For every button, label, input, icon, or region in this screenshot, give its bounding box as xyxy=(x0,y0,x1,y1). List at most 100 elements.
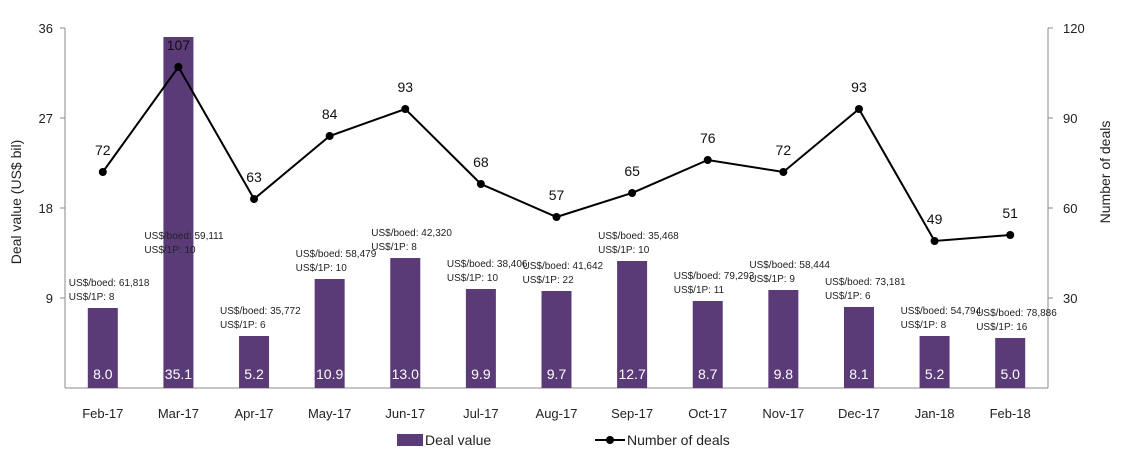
deal-value-label: 5.0 xyxy=(1000,366,1020,382)
annotation-usd-per-1p: US$/1P: 8 xyxy=(901,320,947,331)
deal-value-bar xyxy=(843,307,874,388)
right-tick-label: 30 xyxy=(1063,291,1077,306)
left-tick-label: 27 xyxy=(39,111,53,126)
deal-value-label: 5.2 xyxy=(925,366,945,382)
legend-label-deal-value: Deal value xyxy=(425,432,491,448)
number-of-deals-point xyxy=(854,105,863,113)
annotation-usd-per-1p: US$/1P: 9 xyxy=(749,274,795,285)
number-of-deals-point xyxy=(98,168,107,176)
deal-value-bars xyxy=(87,37,1026,388)
annotation-usd-per-1p: US$/1P: 10 xyxy=(144,245,196,256)
left-axis-title: Deal value (US$ bil) xyxy=(8,140,24,265)
legend-label-number-of-deals: Number of deals xyxy=(627,432,730,448)
x-tick-label: Jul-17 xyxy=(463,406,498,421)
number-of-deals-label: 84 xyxy=(322,106,338,122)
number-of-deals-line: 72 107 63 84 93 68 57 65 76 72 93 49 51 xyxy=(95,37,1018,245)
annotation-usd-per-1p: US$/1P: 10 xyxy=(598,245,650,256)
annotation-usd-per-boed: US$/boed: 42,320 xyxy=(371,228,452,239)
x-tick-label: Jan-18 xyxy=(915,406,955,421)
annotation-usd-per-boed: US$/boed: 79,293 xyxy=(674,271,755,282)
number-of-deals-point xyxy=(174,63,183,71)
annotation-usd-per-boed: US$/boed: 38,406 xyxy=(447,259,528,270)
deal-value-label: 8.7 xyxy=(698,366,718,382)
number-of-deals-label: 51 xyxy=(1002,205,1018,221)
number-of-deals-point xyxy=(250,195,259,203)
x-axis-ticks: Feb-17 Mar-17 Apr-17 May-17 Jun-17 Jul-17 Aug-… xyxy=(82,406,1031,421)
deal-value-label: 13.0 xyxy=(392,366,419,382)
number-of-deals-label: 93 xyxy=(851,79,867,95)
deal-value-bar xyxy=(995,338,1026,388)
number-of-deals-label: 72 xyxy=(95,142,111,158)
deal-value-label: 12.7 xyxy=(618,366,645,382)
number-of-deals-label: 49 xyxy=(927,211,943,227)
x-tick-label: Sep-17 xyxy=(611,406,653,421)
annotation-usd-per-boed: US$/boed: 35,468 xyxy=(598,231,679,242)
deal-value-bar xyxy=(87,308,118,388)
annotation-usd-per-1p: US$/1P: 10 xyxy=(296,263,348,274)
deal-value-bar xyxy=(692,301,723,388)
number-of-deals-label: 65 xyxy=(624,163,640,179)
x-tick-label: Feb-17 xyxy=(82,406,123,421)
annotation-usd-per-1p: US$/1P: 11 xyxy=(674,285,725,296)
number-of-deals-point xyxy=(401,105,410,113)
deal-value-label: 9.9 xyxy=(471,366,491,382)
x-tick-label: Oct-17 xyxy=(688,406,727,421)
annotation-usd-per-1p: US$/1P: 6 xyxy=(825,291,871,302)
legend-swatch-deal-value xyxy=(397,434,423,446)
number-of-deals-label: 68 xyxy=(473,154,489,170)
annotation-usd-per-boed: US$/boed: 41,642 xyxy=(523,261,604,272)
annotation-usd-per-1p: US$/1P: 8 xyxy=(371,242,417,253)
annotation-usd-per-boed: US$/boed: 54,794 xyxy=(901,306,982,317)
legend: Deal value Number of deals xyxy=(397,432,730,448)
deal-value-label: 9.7 xyxy=(547,366,567,382)
number-of-deals-label: 57 xyxy=(549,187,565,203)
left-tick-label: 36 xyxy=(39,21,53,36)
annotation-usd-per-boed: US$/boed: 58,444 xyxy=(749,260,830,271)
deal-value-label: 8.0 xyxy=(93,366,113,382)
number-of-deals-point xyxy=(628,189,637,197)
deal-value-label: 10.9 xyxy=(316,366,343,382)
annotation-usd-per-1p: US$/1P: 8 xyxy=(69,292,115,303)
number-of-deals-label: 93 xyxy=(397,79,413,95)
deal-value-bar xyxy=(163,37,194,388)
number-of-deals-label: 107 xyxy=(167,37,191,53)
deal-value-label: 8.1 xyxy=(849,366,869,382)
deal-value-bar xyxy=(768,290,799,388)
right-axis-title: Number of deals xyxy=(1097,121,1113,224)
deal-value-bar xyxy=(239,336,270,388)
number-of-deals-label: 72 xyxy=(776,142,792,158)
number-of-deals-point xyxy=(703,156,712,164)
deal-value-bar xyxy=(465,289,496,388)
annotation-usd-per-1p: US$/1P: 22 xyxy=(523,275,575,286)
number-of-deals-point xyxy=(552,213,561,221)
annotation-usd-per-boed: US$/boed: 73,181 xyxy=(825,277,906,288)
left-tick-label: 18 xyxy=(39,201,53,216)
price-annotations: US$/boed: 61,818 US$/1P: 8 US$/boed: 59,11… xyxy=(69,228,1057,333)
legend-marker-number-of-deals xyxy=(606,436,614,444)
x-tick-label: Nov-17 xyxy=(762,406,804,421)
annotation-usd-per-boed: US$/boed: 61,818 xyxy=(69,278,150,289)
x-tick-label: Aug-17 xyxy=(536,406,578,421)
annotation-usd-per-boed: US$/boed: 35,772 xyxy=(220,306,301,317)
x-tick-label: Apr-17 xyxy=(235,406,274,421)
number-of-deals-point xyxy=(930,237,939,245)
deal-value-bar xyxy=(919,336,950,388)
right-tick-label: 60 xyxy=(1063,201,1077,216)
number-of-deals-point xyxy=(779,168,788,176)
deal-value-label: 9.8 xyxy=(774,366,794,382)
number-of-deals-point xyxy=(476,180,485,188)
number-of-deals-point xyxy=(325,132,334,140)
deal-value-labels: 8.0 35.1 5.2 10.9 13.0 9.9 9.7 12.7 8.7 9.8 8.1 5.2… xyxy=(93,366,1020,382)
left-tick-label: 9 xyxy=(46,291,53,306)
x-tick-label: Feb-18 xyxy=(990,406,1031,421)
deal-value-label: 5.2 xyxy=(244,366,264,382)
annotation-usd-per-boed: US$/boed: 78,886 xyxy=(976,308,1057,319)
deal-value-bar xyxy=(390,258,421,388)
number-of-deals-label: 63 xyxy=(246,169,262,185)
annotation-usd-per-1p: US$/1P: 10 xyxy=(447,273,499,284)
deal-value-bar xyxy=(617,261,648,388)
x-tick-label: Mar-17 xyxy=(158,406,199,421)
annotation-usd-per-1p: US$/1P: 16 xyxy=(976,322,1028,333)
x-tick-label: May-17 xyxy=(308,406,351,421)
